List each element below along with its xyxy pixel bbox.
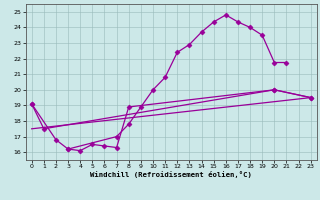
X-axis label: Windchill (Refroidissement éolien,°C): Windchill (Refroidissement éolien,°C) bbox=[90, 171, 252, 178]
